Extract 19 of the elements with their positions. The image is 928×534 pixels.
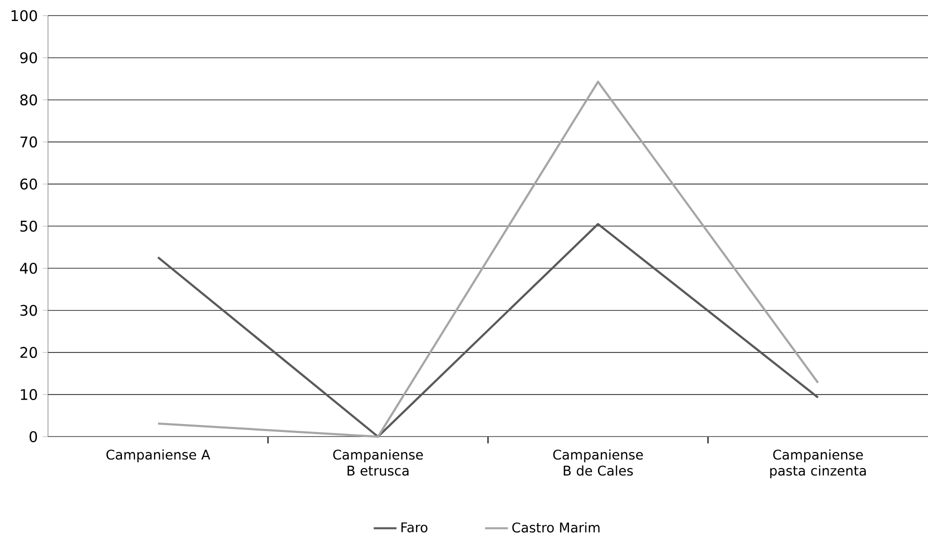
y-tick-label: 80 (20, 94, 37, 106)
x-tick-label: Campaniense B etrusca (333, 449, 423, 476)
y-tick-label: 100 (12, 10, 37, 22)
y-tick-label: 90 (20, 52, 37, 64)
legend-label: Faro (401, 522, 428, 532)
legend-label: Castro Marim (512, 522, 600, 533)
y-tick-label: 70 (20, 136, 37, 148)
y-tick-label: 40 (20, 262, 37, 274)
y-tick-label: 30 (20, 304, 37, 316)
line-series (156, 222, 820, 438)
x-tick-label: Campaniense pasta cinzenta (770, 449, 866, 478)
x-tick-label: Campaniense A (106, 449, 210, 462)
y-tick-label: 20 (20, 346, 37, 358)
y-tick-label: 50 (20, 220, 37, 232)
x-tick-label: Campaniense B de Cales (553, 449, 643, 476)
y-tick-label: 10 (20, 389, 37, 400)
y-tick-label: 60 (20, 178, 37, 190)
line-series (156, 80, 820, 438)
y-tick-label: 0 (30, 431, 37, 442)
